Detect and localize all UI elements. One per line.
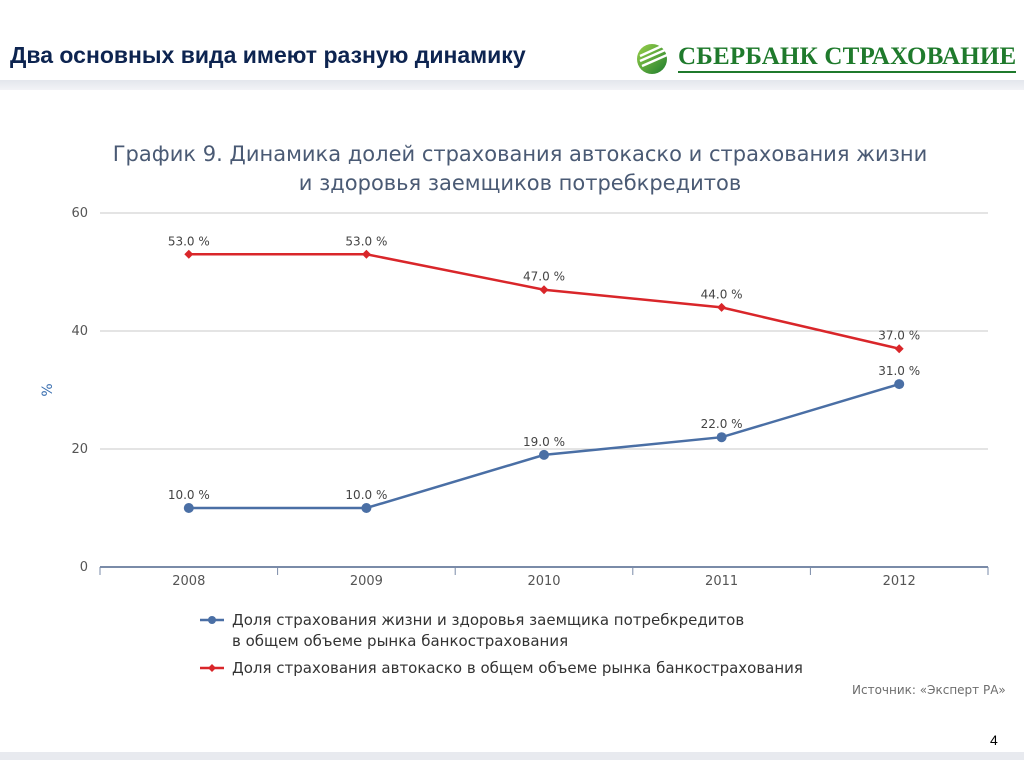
- data-point: [894, 344, 904, 354]
- data-point: [361, 249, 371, 259]
- x-tick-label: 2009: [350, 574, 383, 589]
- legend-item-casco: Доля страхования автокаско в общем объем…: [200, 658, 803, 679]
- y-tick-label: 40: [71, 324, 88, 339]
- page-number: 4: [990, 732, 998, 748]
- data-point: [184, 249, 194, 259]
- x-tick-label: 2011: [705, 574, 738, 589]
- data-label: 53.0 %: [168, 234, 210, 248]
- legend-label-life-line-1: Доля страхования жизни и здоровья заемщи…: [232, 611, 745, 629]
- data-point: [361, 503, 372, 513]
- chart-title-line-2: и здоровья заемщиков потребкредитов: [298, 171, 742, 195]
- data-label: 44.0 %: [701, 287, 743, 301]
- legend-marker-life: [200, 616, 224, 624]
- legend-label-casco: Доля страхования автокаско в общем объем…: [232, 659, 803, 677]
- y-tick-label: 0: [80, 560, 88, 575]
- y-tick-label: 60: [71, 206, 88, 221]
- header-divider: [0, 80, 1024, 90]
- source-note: Источник: «Эксперт РА»: [852, 683, 1006, 697]
- series-line: [188, 253, 900, 350]
- x-tick-label: 2008: [172, 574, 205, 589]
- sberbank-logo: СБЕРБАНК СТРАХОВАНИЕ: [634, 38, 1017, 78]
- slide-title: Два основных вида имеют разную динамику: [10, 42, 526, 68]
- legend-label-life-line-2: в общем объеме рынка банкострахования: [232, 632, 569, 650]
- chart-legend: Доля страхования жизни и здоровья заемщи…: [200, 610, 803, 685]
- chart-title-line-1: График 9. Динамика долей страхования авт…: [112, 142, 928, 166]
- data-label: 22.0 %: [701, 417, 743, 431]
- data-label: 47.0 %: [523, 270, 565, 284]
- sberbank-leaf-icon: [637, 44, 668, 74]
- data-point: [716, 432, 727, 443]
- chart-title: График 9. Динамика долей страхования авт…: [40, 140, 1000, 198]
- data-label: 37.0 %: [878, 329, 920, 343]
- data-point: [539, 449, 549, 460]
- x-tick-label: 2012: [883, 574, 916, 589]
- data-label: 31.0 %: [878, 364, 920, 378]
- data-point: [539, 285, 549, 295]
- data-point: [894, 379, 905, 390]
- logo-text: СБЕРБАНК СТРАХОВАНИЕ: [678, 43, 1017, 73]
- y-axis-title: %: [40, 383, 56, 396]
- legend-item-life: Доля страхования жизни и здоровья заемщи…: [200, 610, 803, 652]
- x-tick-label: 2010: [527, 574, 560, 589]
- legend-marker-casco: [200, 664, 224, 672]
- data-label: 53.0 %: [345, 234, 387, 248]
- data-point: [717, 302, 727, 312]
- data-point: [183, 503, 194, 513]
- y-tick-label: 20: [71, 442, 88, 457]
- data-label: 19.0 %: [523, 435, 565, 449]
- data-label: 10.0 %: [168, 488, 210, 502]
- data-label: 10.0 %: [345, 488, 387, 502]
- footer-divider: [0, 752, 1024, 760]
